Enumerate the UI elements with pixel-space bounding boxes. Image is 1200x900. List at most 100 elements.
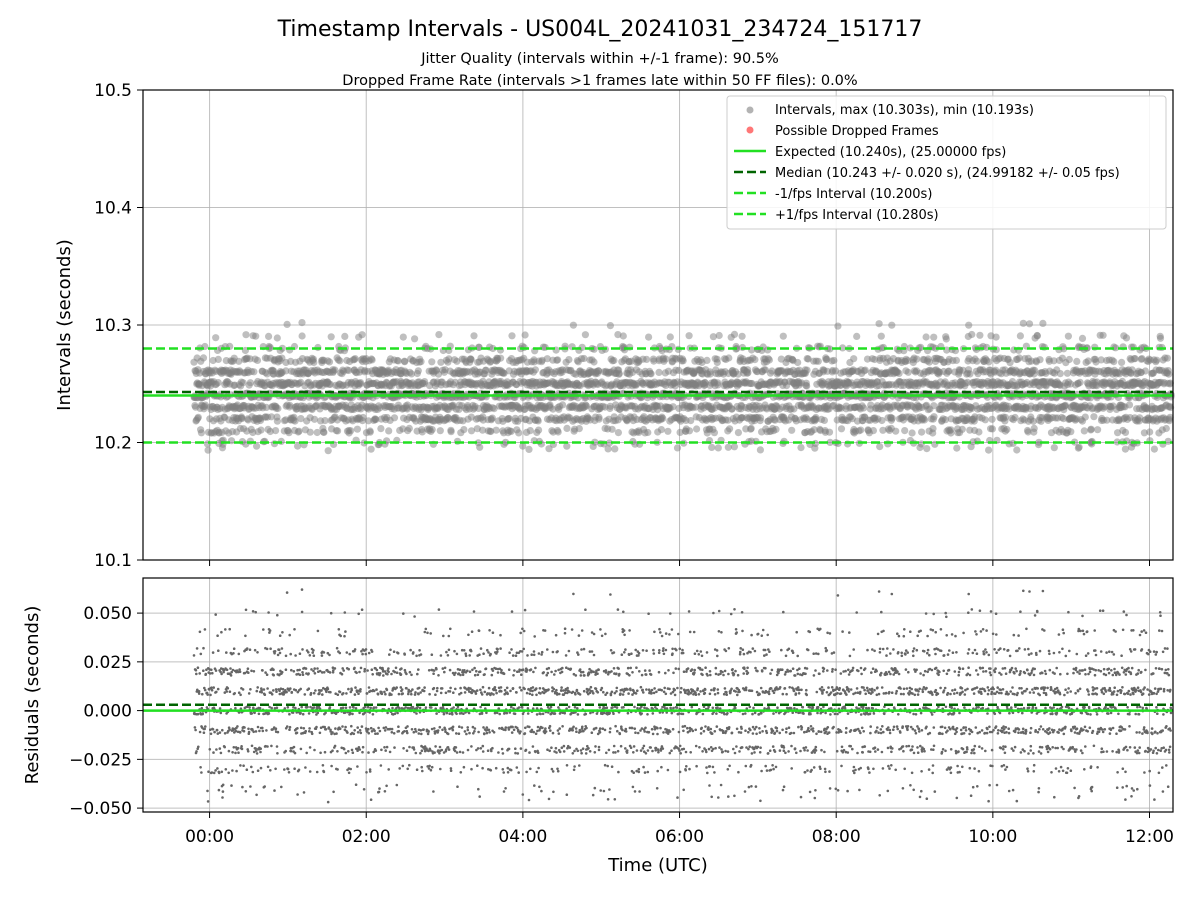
residual-point <box>227 771 230 775</box>
residual-point <box>225 690 229 693</box>
residual-point <box>250 765 253 769</box>
residual-point <box>298 668 301 672</box>
residual-point <box>202 646 205 650</box>
residual-point <box>224 628 227 631</box>
residual-point <box>289 749 293 753</box>
residual-point <box>300 610 304 614</box>
interval-point <box>417 358 425 366</box>
residual-point <box>206 693 209 696</box>
interval-point <box>992 333 1000 341</box>
residual-point <box>322 671 326 674</box>
interval-point <box>923 445 931 453</box>
residual-point <box>304 729 308 733</box>
residual-point <box>354 686 357 689</box>
interval-point <box>460 426 468 434</box>
interval-point <box>1121 445 1129 453</box>
residual-point <box>274 767 277 771</box>
interval-point <box>521 331 529 339</box>
residual-point <box>220 770 224 774</box>
residual-point <box>262 628 265 631</box>
interval-point <box>611 445 619 453</box>
interval-point <box>1006 359 1014 367</box>
residual-point <box>261 669 264 672</box>
interval-point <box>437 358 445 366</box>
interval-point <box>1084 357 1092 365</box>
residual-point <box>343 611 347 614</box>
residual-point <box>321 764 325 767</box>
residual-point <box>197 690 201 693</box>
interval-point <box>968 330 976 339</box>
residual-point <box>360 725 364 728</box>
residual-point <box>284 654 288 658</box>
interval-point <box>724 443 732 451</box>
residual-point <box>263 693 267 696</box>
residual-point <box>358 711 361 715</box>
interval-point <box>273 334 281 342</box>
residual-point <box>210 771 214 774</box>
interval-point <box>242 331 250 339</box>
interval-point <box>428 358 436 366</box>
interval-point <box>595 415 603 423</box>
interval-point <box>214 355 222 363</box>
residual-point <box>212 686 215 689</box>
residual-point <box>221 790 225 793</box>
residual-point <box>254 730 258 733</box>
interval-point <box>714 381 722 389</box>
residual-point <box>284 749 288 753</box>
legend-label-median: Median (10.243 +/- 0.020 s), (24.99182 +… <box>775 166 1120 181</box>
interval-point <box>492 426 500 434</box>
residual-point <box>308 730 311 733</box>
residual-point <box>311 651 315 654</box>
residual-point <box>301 648 304 651</box>
residual-point <box>350 748 354 752</box>
residual-point <box>315 770 319 774</box>
residual-point <box>206 800 210 803</box>
residual-point <box>348 712 352 715</box>
interval-point <box>435 331 443 339</box>
residual-point <box>198 672 201 675</box>
residual-point <box>296 793 299 796</box>
interval-point <box>197 429 205 437</box>
interval-point <box>1063 369 1071 377</box>
interval-point <box>385 427 393 435</box>
interval-point <box>411 335 419 343</box>
interval-point <box>321 417 329 425</box>
residual-point <box>360 608 364 611</box>
residual-point <box>214 769 217 772</box>
residual-point <box>234 706 237 710</box>
residual-point <box>329 611 333 615</box>
interval-point <box>1036 356 1044 364</box>
residual-point <box>301 671 304 674</box>
interval-point <box>1087 425 1095 433</box>
interval-point <box>368 356 376 364</box>
residual-point <box>217 649 220 652</box>
residual-point <box>206 789 209 793</box>
interval-point <box>212 334 220 342</box>
interval-point <box>942 335 950 343</box>
interval-point <box>298 332 306 340</box>
legend-label-plus-fps: +1/fps Interval (10.280s) <box>775 208 939 223</box>
residual-point <box>358 748 362 751</box>
interval-point <box>659 414 667 422</box>
residual-point <box>215 690 218 694</box>
residual-point <box>218 747 222 750</box>
residual-point <box>200 706 204 710</box>
interval-point <box>401 358 409 366</box>
residual-point <box>218 731 222 734</box>
residual-point <box>228 728 231 731</box>
interval-point <box>830 356 838 365</box>
interval-point <box>353 425 361 433</box>
residual-point <box>295 731 299 735</box>
residual-point <box>276 613 279 617</box>
interval-point <box>1016 332 1024 340</box>
residual-point <box>265 673 269 676</box>
residual-point <box>345 692 348 695</box>
residual-point <box>248 648 252 651</box>
residual-point <box>280 785 283 789</box>
residual-point <box>308 654 312 657</box>
residual-point <box>277 648 281 652</box>
residual-point <box>256 686 260 689</box>
residual-point <box>273 789 276 792</box>
interval-point <box>1146 428 1154 436</box>
residual-point <box>347 750 350 753</box>
